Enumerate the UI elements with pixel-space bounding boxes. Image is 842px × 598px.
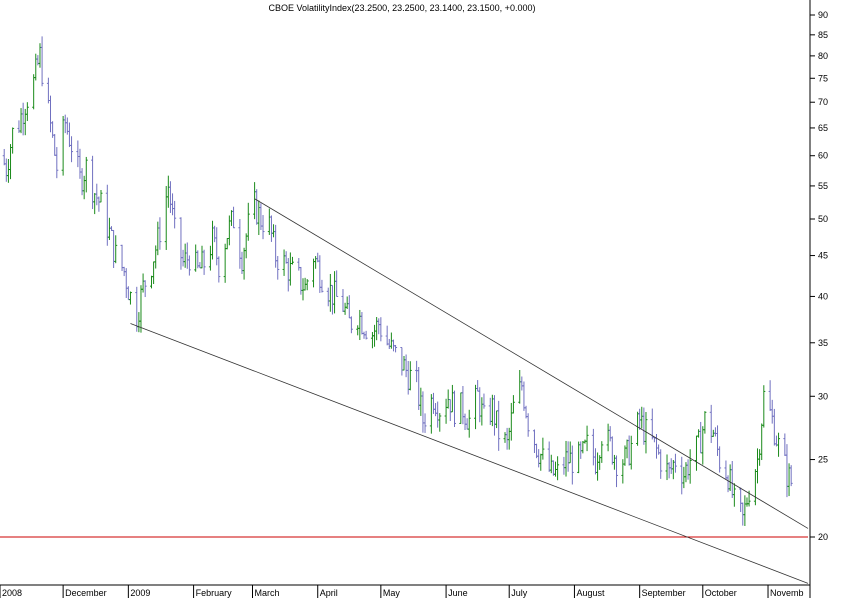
price-bar-84 [246,202,250,241]
price-bar-219 [644,412,648,454]
chart-title: CBOE VolatilityIndex(23.2500, 23.2500, 2… [269,3,536,13]
y-tick-label-40: 40 [818,291,828,301]
x-tick-label-10: September [642,588,686,598]
price-bar-199 [585,425,589,452]
price-bar-49 [143,280,147,298]
x-tick-label-3: February [196,588,233,598]
price-bar-19 [55,147,59,179]
price-bar-59 [173,200,177,229]
price-bar-29 [84,156,88,193]
y-tick-label-35: 35 [818,338,828,348]
price-bar-44 [128,291,132,305]
trendline-0 [130,323,809,584]
y-tick-label-55: 55 [818,181,828,191]
trendline-1 [254,198,809,529]
y-tick-label-60: 60 [818,151,828,161]
x-tick-label-5: April [320,588,338,598]
price-bar-74 [217,256,221,283]
price-bar-239 [703,411,707,434]
price-bar-134 [394,344,398,353]
price-bar-169 [497,400,501,451]
price-bar-154 [453,390,456,428]
price-bar-39 [114,235,118,264]
price-bar-24 [70,136,74,163]
x-tick-label-11: October [705,588,737,598]
price-bar-224 [659,449,663,479]
price-bar-159 [467,409,471,438]
price-bar-149 [438,413,442,432]
price-bar-4 [11,127,15,154]
x-tick-label-9: August [576,588,605,598]
price-bar-34 [99,190,103,203]
y-tick-label-90: 90 [818,10,828,20]
price-bar-234 [688,449,692,484]
x-tick-label-2: 2009 [130,588,150,598]
y-tick-label-50: 50 [818,214,828,224]
x-tick-label-7: June [448,588,468,598]
y-tick-label-70: 70 [818,97,828,107]
price-bar-79 [232,206,236,229]
y-tick-label-20: 20 [818,532,828,542]
price-bar-114 [335,270,339,297]
price-bar-119 [349,316,353,334]
price-bar-189 [556,456,560,481]
y-tick-label-80: 80 [818,51,828,61]
price-bar-264 [777,432,781,457]
x-tick-label-4: March [255,588,280,598]
price-bar-94 [276,256,280,280]
y-axis: 20 25 30 35 40 45 50 55 60 65 70 75 80 85 90 [810,10,828,542]
price-bar-194 [570,445,574,485]
price-bar-179 [526,413,530,437]
price-bar-104 [305,279,309,291]
price-bar-99 [290,256,294,265]
price-bar-244 [718,446,722,473]
y-tick-label-85: 85 [818,30,828,40]
price-bar-69 [202,249,206,275]
price-bar-89 [261,215,265,240]
price-bar-14 [40,36,44,87]
price-bar-109 [320,279,324,293]
y-tick-label-65: 65 [818,123,828,133]
y-tick-label-45: 45 [818,251,828,261]
price-bar-209 [615,455,619,488]
price-bar-204 [600,441,604,463]
x-tick-label-1: December [65,588,107,598]
price-bar-144 [423,413,427,433]
x-tick-label-8: July [511,588,528,598]
overlay-lines [0,198,809,584]
x-axis: 2008 December 2009 February March April May Jun… [0,585,804,598]
price-bar-64 [187,255,191,276]
price-bar-139 [408,361,412,391]
price-bar-9 [25,102,29,122]
price-bar-229 [673,453,677,473]
price-bar-129 [379,317,383,342]
price-bar-124 [364,330,368,340]
price-bar-259 [762,385,766,428]
x-tick-label-6: May [383,588,401,598]
price-bar-249 [732,483,736,507]
price-bar-174 [511,395,515,414]
price-bar-54 [158,217,162,250]
price-bar-184 [541,437,545,460]
y-tick-label-75: 75 [818,73,828,83]
price-bar-164 [482,393,486,409]
x-tick-label-0: 2008 [2,588,22,598]
y-tick-label-30: 30 [818,391,828,401]
x-tick-label-12: Novemb [770,588,804,598]
y-tick-label-25: 25 [818,455,828,465]
price-bar-214 [629,435,633,470]
price-bar-268 [789,465,793,487]
